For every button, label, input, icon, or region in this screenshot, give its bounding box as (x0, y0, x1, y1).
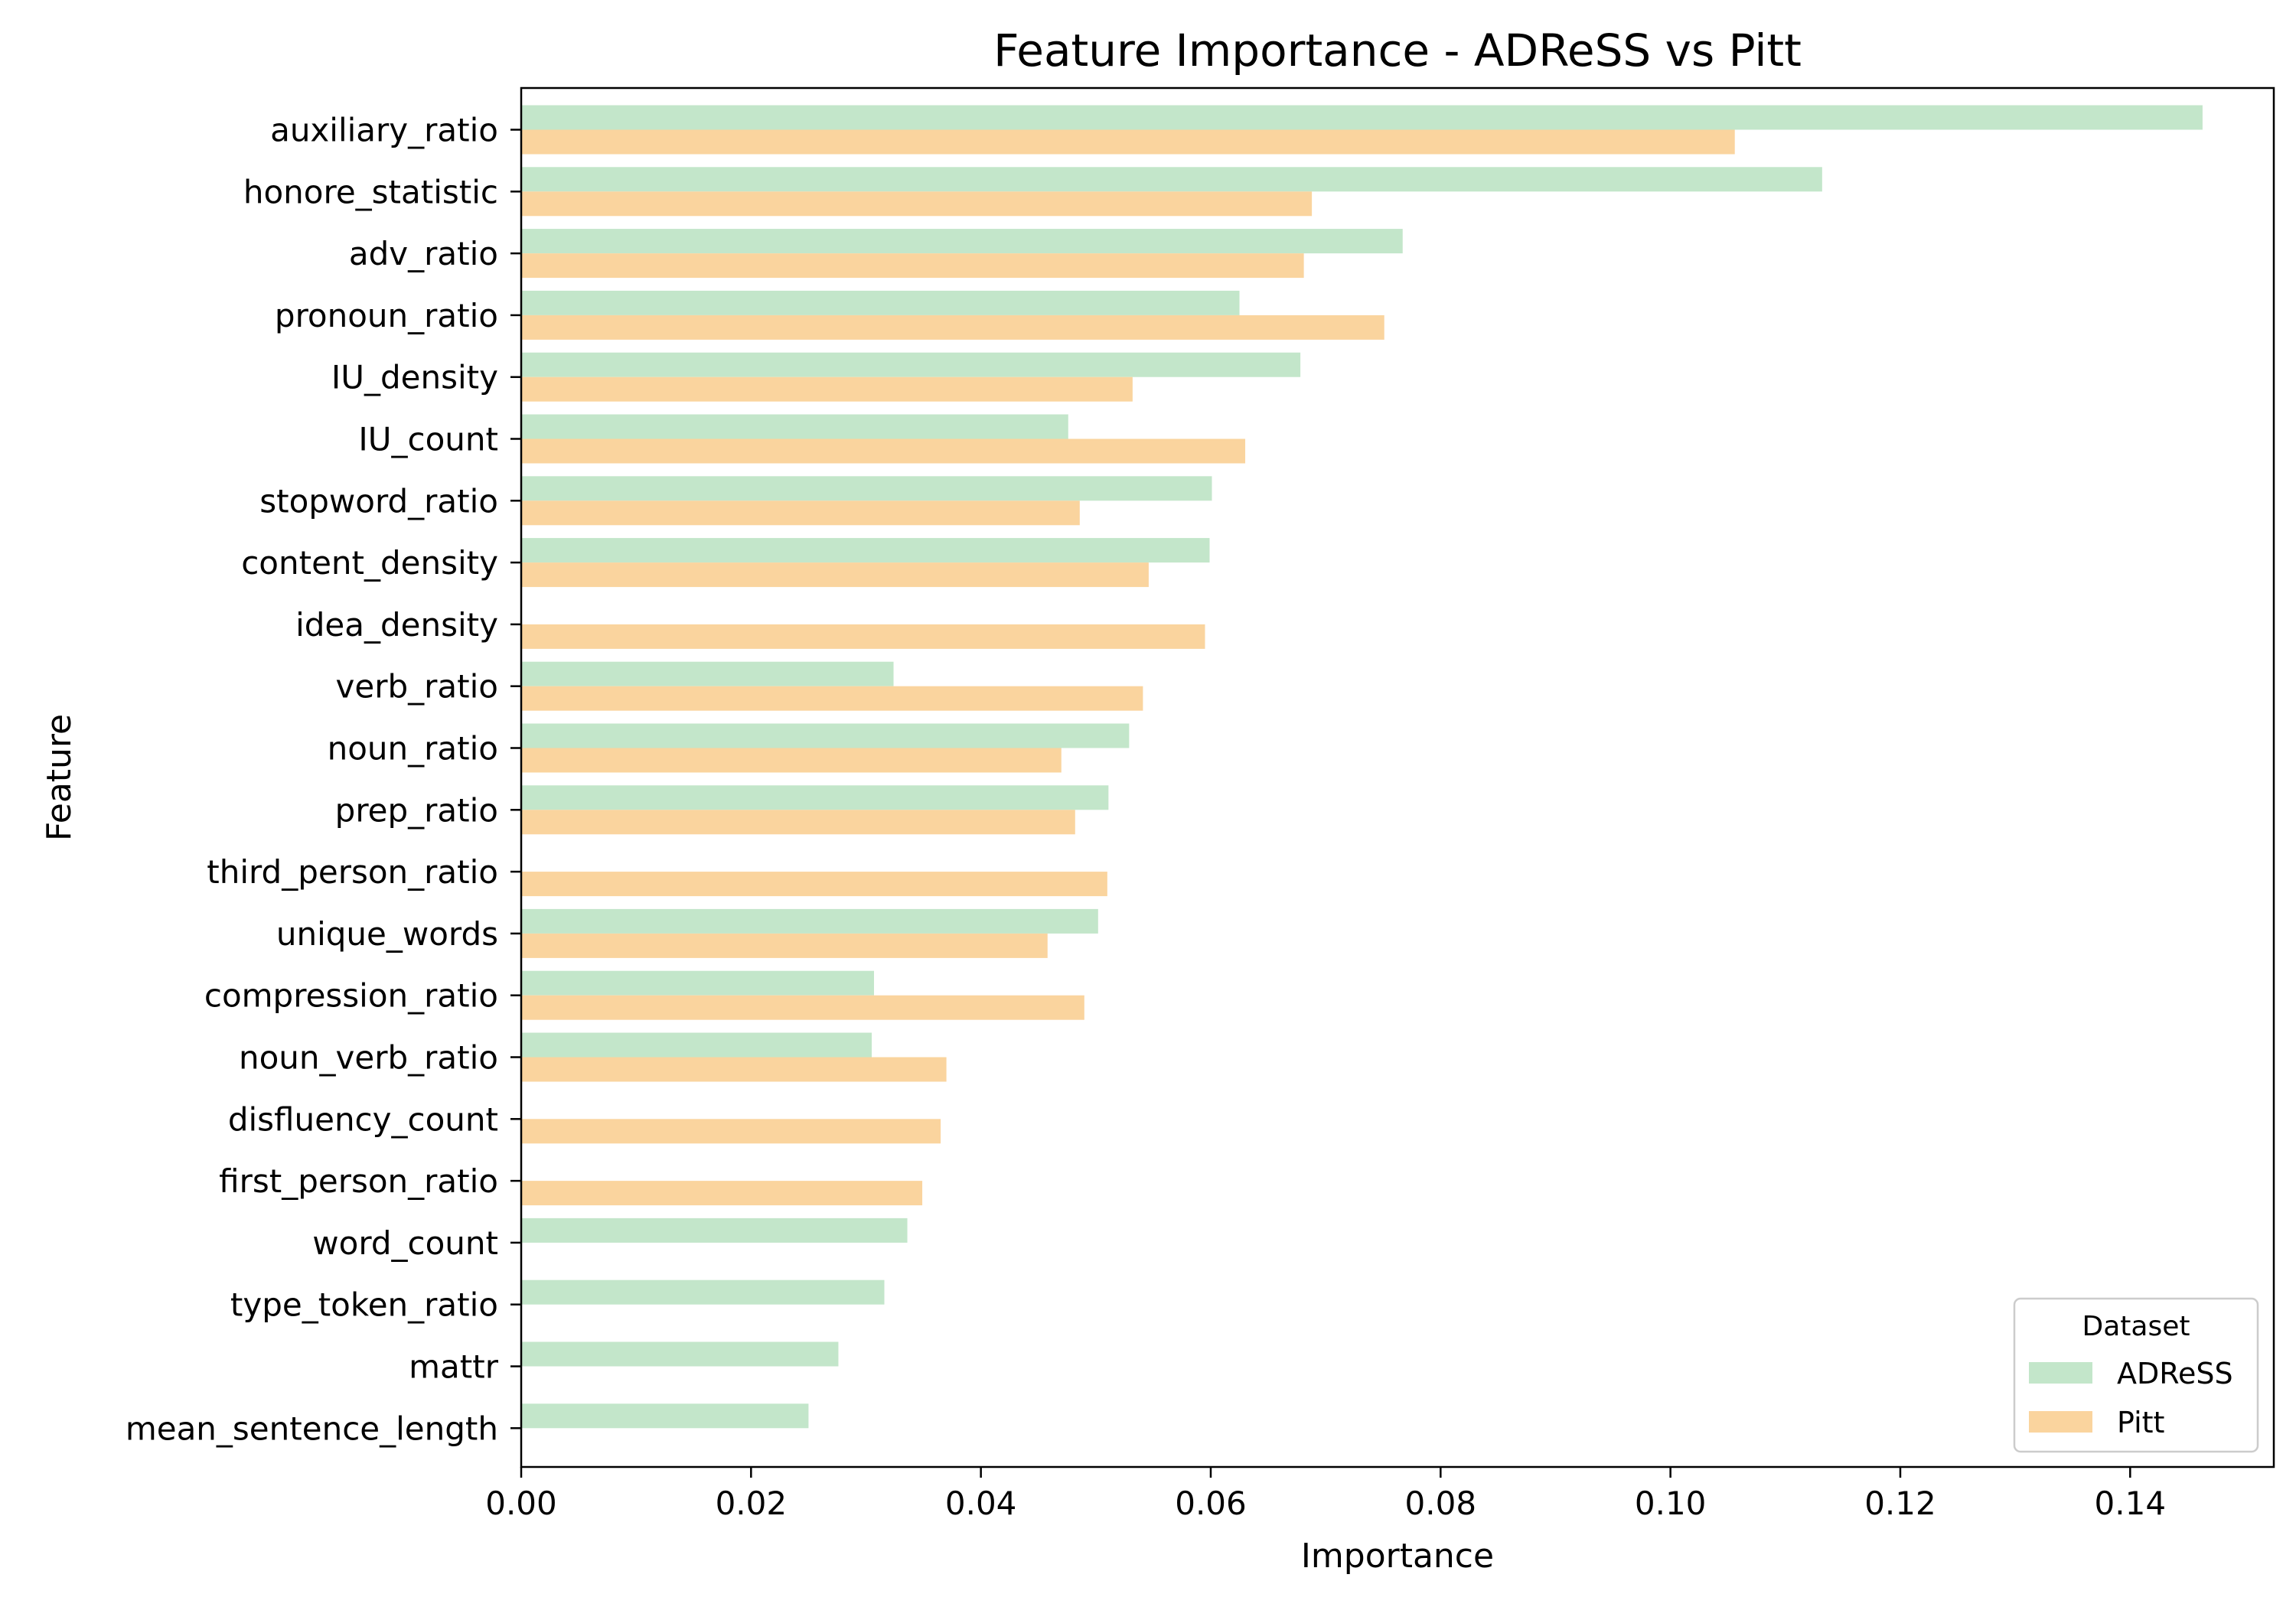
bar-adress-noun-ratio (521, 723, 1130, 748)
y-tick-label-verb-ratio: verb_ratio (336, 668, 498, 706)
bar-pitt-iu-count (521, 438, 1246, 464)
bar-adress-stopword-ratio (521, 476, 1212, 501)
y-tick-label-adv-ratio: adv_ratio (349, 235, 498, 272)
bar-pitt-verb-ratio (521, 686, 1143, 711)
bar-pitt-iu-density (521, 376, 1133, 402)
x-tick-label-0-12: 0.12 (1864, 1485, 1936, 1522)
y-tick-label-auxiliary-ratio: auxiliary_ratio (270, 112, 498, 149)
bar-adress-verb-ratio (521, 661, 894, 686)
y-tick-label-disfluency-count: disfluency_count (228, 1100, 498, 1138)
legend-label-pitt: Pitt (2117, 1406, 2164, 1439)
x-axis-label: Importance (1301, 1537, 1494, 1576)
bar-adress-pronoun-ratio (521, 290, 1240, 315)
bar-adress-noun-verb-ratio (521, 1032, 872, 1058)
bars-group (521, 105, 2203, 1429)
bar-adress-honore-statistic (521, 167, 1822, 192)
y-tick-label-noun-verb-ratio: noun_verb_ratio (239, 1039, 498, 1077)
y-tick-label-iu-density: IU_density (331, 359, 498, 396)
bar-adress-prep-ratio (521, 785, 1109, 810)
y-tick-label-third-person-ratio: third_person_ratio (207, 853, 498, 891)
bar-adress-word-count (521, 1217, 908, 1243)
y-tick-label-compression-ratio: compression_ratio (204, 977, 498, 1015)
bar-pitt-prep-ratio (521, 810, 1075, 835)
y-tick-label-prep-ratio: prep_ratio (335, 791, 498, 829)
y-axis-label: Feature (40, 714, 79, 841)
y-tick-label-first-person-ratio: first_person_ratio (219, 1162, 498, 1200)
chart-title: Feature Importance - ADReSS vs Pitt (993, 24, 1802, 77)
bar-pitt-unique-words (521, 933, 1048, 958)
x-tick-label-0-14: 0.14 (2095, 1485, 2167, 1522)
y-tick-label-iu-count: IU_count (358, 421, 498, 458)
bar-pitt-honore-statistic (521, 191, 1313, 217)
y-tick-label-type-token-ratio: type_token_ratio (230, 1286, 498, 1324)
bar-pitt-third-person-ratio (521, 872, 1107, 897)
x-tick-label-0-06: 0.06 (1175, 1485, 1247, 1522)
bar-adress-unique-words (521, 908, 1098, 934)
y-tick-label-idea-density: idea_density (295, 606, 498, 644)
y-tick-label-mattr: mattr (409, 1348, 499, 1386)
bar-pitt-idea-density (521, 624, 1205, 649)
x-tick-label-0-00: 0.00 (485, 1485, 557, 1522)
legend-label-adress: ADReSS (2117, 1357, 2233, 1390)
x-tick-label-0-02: 0.02 (716, 1485, 788, 1522)
bar-adress-type-token-ratio (521, 1279, 885, 1305)
bar-pitt-compression-ratio (521, 995, 1084, 1020)
bar-pitt-pronoun-ratio (521, 315, 1384, 340)
legend-title: Dataset (2082, 1311, 2190, 1342)
x-tick-label-0-04: 0.04 (945, 1485, 1017, 1522)
bar-pitt-content-density (521, 562, 1149, 588)
bar-adress-iu-count (521, 414, 1068, 439)
y-tick-label-unique-words: unique_words (276, 915, 498, 953)
legend: Dataset ADReSS Pitt (2013, 1297, 2259, 1453)
bar-adress-mean-sentence-length (521, 1403, 809, 1429)
bar-pitt-adv-ratio (521, 253, 1304, 279)
bar-pitt-first-person-ratio (521, 1181, 923, 1206)
bar-pitt-noun-ratio (521, 748, 1062, 773)
y-tick-label-stopword-ratio: stopword_ratio (259, 482, 498, 520)
bar-adress-adv-ratio (521, 229, 1403, 254)
legend-swatch-pitt (2029, 1411, 2092, 1433)
x-tick-label-0-08: 0.08 (1405, 1485, 1477, 1522)
y-tick-label-honore-statistic: honore_statistic (243, 173, 498, 210)
y-axis-ticks: auxiliary_ratio honore_statistic adv_ratio… (126, 112, 521, 1447)
bar-adress-content-density (521, 538, 1210, 563)
bar-pitt-stopword-ratio (521, 500, 1080, 526)
bar-pitt-auxiliary-ratio (521, 129, 1735, 155)
y-tick-label-content-density: content_density (241, 544, 498, 582)
bar-adress-auxiliary-ratio (521, 105, 2203, 130)
bar-adress-iu-density (521, 352, 1301, 377)
x-tick-label-0-10: 0.10 (1635, 1485, 1707, 1522)
y-tick-label-mean-sentence-length: mean_sentence_length (126, 1410, 498, 1447)
bar-pitt-disfluency-count (521, 1119, 941, 1144)
bar-pitt-noun-verb-ratio (521, 1057, 947, 1082)
y-tick-label-pronoun-ratio: pronoun_ratio (275, 297, 498, 334)
legend-swatch-adress (2029, 1362, 2092, 1384)
bar-adress-mattr (521, 1341, 839, 1367)
y-tick-label-word-count: word_count (312, 1224, 498, 1262)
y-tick-label-noun-ratio: noun_ratio (328, 730, 498, 768)
x-axis-ticks: 0.00 0.02 0.04 0.06 0.08 0.10 0.12 0.14 (485, 1467, 2166, 1522)
bar-adress-compression-ratio (521, 970, 875, 996)
plot-frame (520, 86, 2275, 1468)
